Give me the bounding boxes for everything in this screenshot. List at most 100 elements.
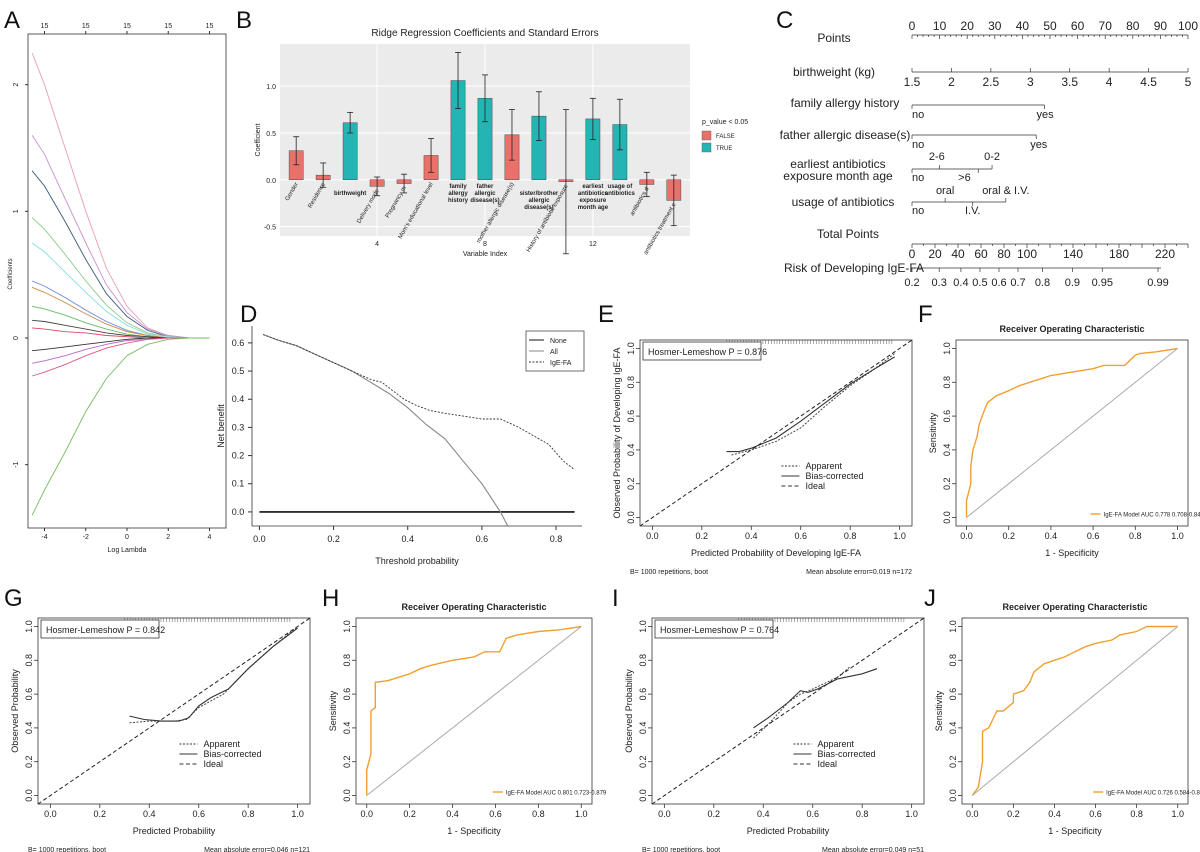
bar-label-line: exposure (580, 198, 607, 204)
x-tick-label: 0.0 (658, 809, 671, 819)
series-bias-corrected (753, 668, 878, 729)
footer-right: Mean absolute error=0.046 n=121 (204, 847, 310, 852)
y-tick-label: 1.0 (942, 342, 952, 355)
y-tick-label: 0.3 (232, 422, 245, 432)
y-tick-label: 0.0 (942, 511, 952, 524)
x-tick-label: 0.2 (1002, 531, 1015, 541)
panel-letter-i: I (612, 585, 619, 612)
legend-label-apparent: Apparent (805, 461, 842, 471)
father-no: no (912, 139, 924, 151)
series-bias-corrected (129, 627, 298, 722)
y-tick-label: 0.6 (638, 688, 648, 701)
birthweight-tick-label: 3 (1027, 75, 1034, 89)
y-tick-label: -0.5 (264, 225, 276, 232)
plot-frame (37, 617, 311, 805)
y-tick-label: 0.2 (232, 451, 245, 461)
panel-letter-e: E (598, 301, 614, 328)
x-tick-label: 0.4 (446, 809, 459, 819)
points-tick-label: 100 (1178, 19, 1198, 33)
x-tick-label: 0.6 (489, 809, 502, 819)
y-axis-label: Observed Probability of Developing IgE-F… (612, 347, 622, 518)
plot-frame (27, 33, 227, 529)
x-tick-label: 0.6 (1089, 809, 1102, 819)
x-tick-label: 0.2 (403, 809, 416, 819)
y-tick-label: 0.5 (266, 131, 276, 138)
panel-g: 0.0 0.2 0.4 0.6 0.8 1.0 0.0 0.2 0.4 0.6 0.8 1.0 Pred… (10, 617, 311, 852)
row-label-usage: usage of antibiotics (792, 195, 895, 209)
top-tick-label: 15 (123, 23, 131, 30)
x-axis-label: Threshold probability (375, 556, 459, 566)
row-label-family-allergy: family allergy history (791, 96, 900, 110)
y-tick-label: 0.0 (232, 507, 245, 517)
y-tick-label: 0.8 (942, 376, 952, 389)
footer-left: B= 1000 repetitions, boot (642, 847, 720, 852)
row-label-earliest-1: earliest antibiotics (790, 157, 885, 171)
panel-b: Ridge Regression Coefficients and Standa… (255, 28, 748, 258)
x-tick-label: 0.2 (327, 534, 340, 544)
coef-path-s12 (32, 337, 210, 364)
coef-path-s2 (31, 135, 210, 339)
risk-tick-label: 0.3 (932, 277, 947, 289)
risk-tick-label: 0.7 (1010, 277, 1025, 289)
y-tick-label: 0 (13, 336, 20, 340)
y-axis-label: Coefficients (8, 258, 14, 289)
row-label-father: father allergic disease(s) (780, 128, 911, 142)
y-tick-label: 0.4 (342, 722, 352, 735)
points-tick-label: 10 (933, 19, 947, 33)
y-tick-label: 1.0 (948, 620, 958, 633)
points-tick-label: 40 (1016, 19, 1030, 33)
x-tick-label: 1.0 (575, 809, 588, 819)
y-tick-label: 1.0 (266, 84, 276, 91)
y-tick-label: 0.0 (626, 511, 636, 524)
row-label-total: Total Points (817, 227, 879, 241)
panel-letter-h: H (322, 585, 339, 612)
risk-tick-label: 0.99 (1147, 277, 1168, 289)
y-tick-label: 0.2 (626, 477, 636, 490)
y-axis-label: Sensitivity (928, 412, 938, 453)
coef-path-s13 (31, 337, 210, 377)
points-tick-label: 50 (1043, 19, 1057, 33)
y-tick-label: 0.4 (948, 722, 958, 735)
series-diagonal (366, 626, 582, 796)
x-tick-label: 0.0 (966, 809, 979, 819)
x-tick-label: 4 (208, 534, 212, 541)
coef-path-s5 (31, 242, 210, 339)
x-tick-label: 0.0 (960, 531, 973, 541)
series-ige-fa-model (965, 347, 1178, 518)
total-tick-label: 20 (928, 247, 942, 261)
panel-letter-d: D (240, 301, 257, 328)
birthweight-tick-label: 2.5 (983, 75, 1000, 89)
x-tick-label: -2 (83, 534, 89, 541)
x-tick-label: 0.0 (360, 809, 373, 819)
total-tick-label: 100 (1017, 247, 1037, 261)
legend-label-ideal: Ideal (817, 759, 837, 769)
x-tick-label: 0.8 (242, 809, 255, 819)
y-axis-label: Net benefit (216, 404, 226, 448)
birthweight-tick-label: 4.5 (1140, 75, 1157, 89)
usage-iv: I.V. (965, 205, 981, 217)
coef-path-s14 (31, 337, 210, 516)
y-tick-label: 0.2 (24, 755, 34, 768)
x-tick-label: 0.8 (1130, 809, 1143, 819)
x-tick-label: 0.4 (1045, 531, 1058, 541)
x-tick-label: 0.4 (143, 809, 156, 819)
footer-right: Mean absolute error=0.019 n=172 (806, 569, 912, 576)
bar-label-line: sister/brother (520, 191, 559, 197)
footer-right: Mean absolute error=0.049 n=51 (822, 847, 924, 852)
x-tick-label: 0.6 (476, 534, 489, 544)
series-apparent (731, 353, 896, 456)
birthweight-tick-label: 5 (1185, 75, 1192, 89)
total-tick-label: 40 (951, 247, 965, 261)
bar-label-line: disease(s) (470, 198, 499, 204)
usage-oral: oral (936, 185, 954, 197)
series-apparent (753, 666, 851, 739)
x-tick-label: 1.0 (1171, 809, 1184, 819)
y-tick-label: -1 (13, 461, 20, 467)
x-tick-label: 0.8 (532, 809, 545, 819)
points-tick-label: 0 (909, 19, 916, 33)
legend-label-apparent: Apparent (817, 739, 854, 749)
y-tick-label: 0.5 (232, 366, 245, 376)
legend-label-model: IgE-FA Model AUC 0.726 0.584-0.869 (1106, 791, 1200, 797)
y-tick-label: 0.8 (638, 654, 648, 667)
footer-left: B= 1000 repetitions, boot (630, 569, 708, 576)
